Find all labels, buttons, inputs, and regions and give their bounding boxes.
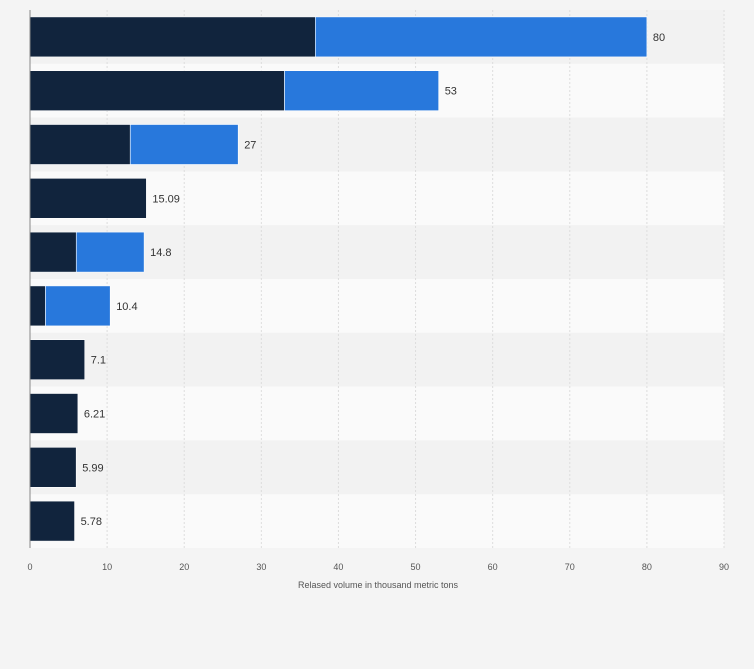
bars bbox=[29, 16, 648, 542]
x-tick-label: 50 bbox=[411, 562, 421, 572]
x-tick-label: 60 bbox=[488, 562, 498, 572]
bar-segment-series-1 bbox=[29, 178, 147, 219]
value-label: 5.99 bbox=[82, 462, 103, 474]
value-label: 5.78 bbox=[81, 516, 102, 528]
x-tick-label: 10 bbox=[102, 562, 112, 572]
bar-segment-series-2 bbox=[284, 70, 439, 111]
value-label: 80 bbox=[653, 32, 665, 44]
value-label: 27 bbox=[244, 140, 256, 152]
bar-segment-series-1 bbox=[29, 500, 75, 542]
bar-segment-series-2 bbox=[315, 16, 648, 58]
bar-segment-series-1 bbox=[29, 231, 77, 273]
value-labels: 80 53 27 15.09 14.8 10.4 7.1 6.21 5.99 5.78 bbox=[81, 32, 666, 528]
bar-segment-series-1 bbox=[29, 16, 316, 58]
x-tick-label: 40 bbox=[333, 562, 343, 572]
value-label: 6.21 bbox=[84, 409, 105, 421]
bar-segment-series-1 bbox=[29, 124, 131, 165]
x-tick-label: 0 bbox=[27, 562, 32, 572]
bar-segment-series-2 bbox=[129, 124, 239, 165]
bar-segment-series-2 bbox=[45, 285, 111, 327]
value-label: 53 bbox=[445, 86, 457, 98]
value-label: 10.4 bbox=[116, 301, 137, 313]
row-band bbox=[30, 279, 724, 333]
x-tick-label: 90 bbox=[719, 562, 729, 572]
value-label: 14.8 bbox=[150, 247, 171, 259]
x-tick-label: 80 bbox=[642, 562, 652, 572]
bar-segment-series-1 bbox=[29, 70, 285, 111]
bar-segment-series-1 bbox=[29, 285, 46, 327]
x-axis-title: Relased volume in thousand metric tons bbox=[298, 580, 459, 590]
x-tick-label: 30 bbox=[256, 562, 266, 572]
bar-segment-series-1 bbox=[29, 446, 77, 488]
value-label: 15.09 bbox=[152, 193, 180, 205]
row-band bbox=[30, 494, 724, 548]
x-axis-ticks: 0 10 20 30 40 50 60 70 80 90 bbox=[27, 562, 729, 572]
row-band bbox=[30, 225, 724, 279]
x-tick-label: 70 bbox=[565, 562, 575, 572]
bar-segment-series-1 bbox=[29, 339, 86, 381]
bar-segment-series-2 bbox=[75, 231, 145, 273]
value-label: 7.1 bbox=[91, 355, 106, 367]
row-band bbox=[30, 332, 724, 387]
row-bands bbox=[30, 10, 724, 548]
row-band bbox=[30, 440, 724, 495]
x-tick-label: 20 bbox=[179, 562, 189, 572]
bar-segment-series-1 bbox=[29, 393, 79, 434]
row-band bbox=[30, 386, 724, 441]
